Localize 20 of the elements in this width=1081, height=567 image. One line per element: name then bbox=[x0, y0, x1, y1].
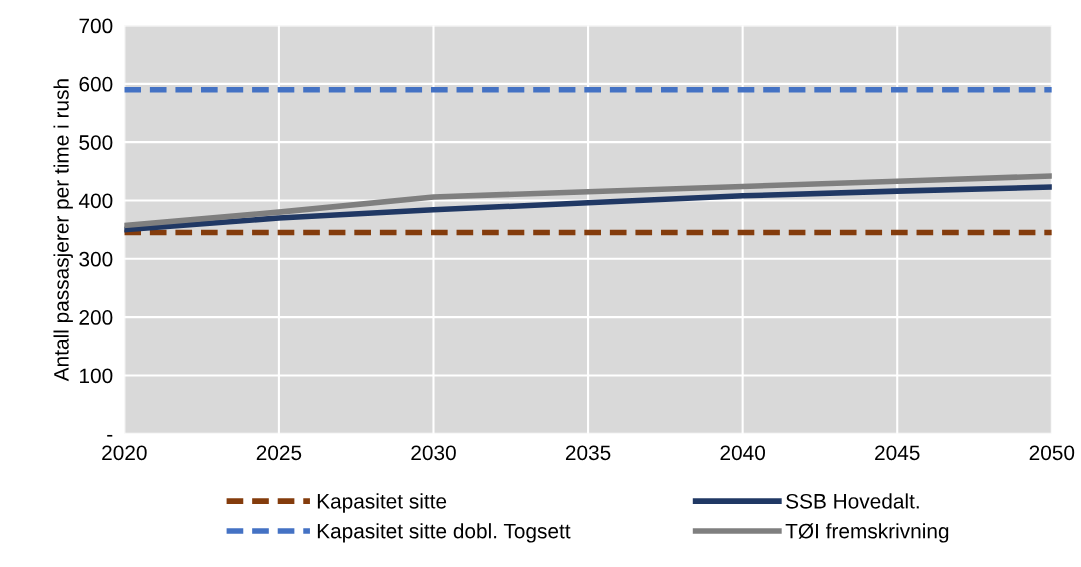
y-tick-label: 700 bbox=[79, 18, 113, 34]
legend-label: Kapasitet sitte bbox=[317, 493, 447, 513]
x-tick-label: 2020 bbox=[102, 445, 147, 461]
y-tick-label: 400 bbox=[78, 193, 113, 209]
x-tick-label: 2030 bbox=[411, 445, 456, 461]
y-tick-label: - bbox=[107, 434, 113, 437]
x-tick-label: 2040 bbox=[720, 445, 766, 461]
y-tick-label: 100 bbox=[80, 368, 113, 384]
x-tick-label: 2045 bbox=[875, 445, 920, 461]
x-tick-label: 2035 bbox=[565, 445, 611, 461]
legend-label: SSB Hovedalt. bbox=[786, 493, 919, 509]
y-tick-label: 300 bbox=[79, 251, 113, 267]
legend-label: Kapasitet sitte dobl. Togsett bbox=[317, 523, 571, 543]
x-tick-label: 2025 bbox=[256, 445, 302, 461]
y-tick-label: 500 bbox=[79, 135, 113, 150]
y-tick-label: 600 bbox=[79, 76, 113, 92]
x-tick-label: 2050 bbox=[1029, 445, 1075, 461]
legend-label: TØI fremskrivning bbox=[785, 523, 949, 543]
y-tick-label: 200 bbox=[79, 310, 113, 325]
y-axis-title: Antall passasjerer per time i rush bbox=[53, 79, 73, 382]
